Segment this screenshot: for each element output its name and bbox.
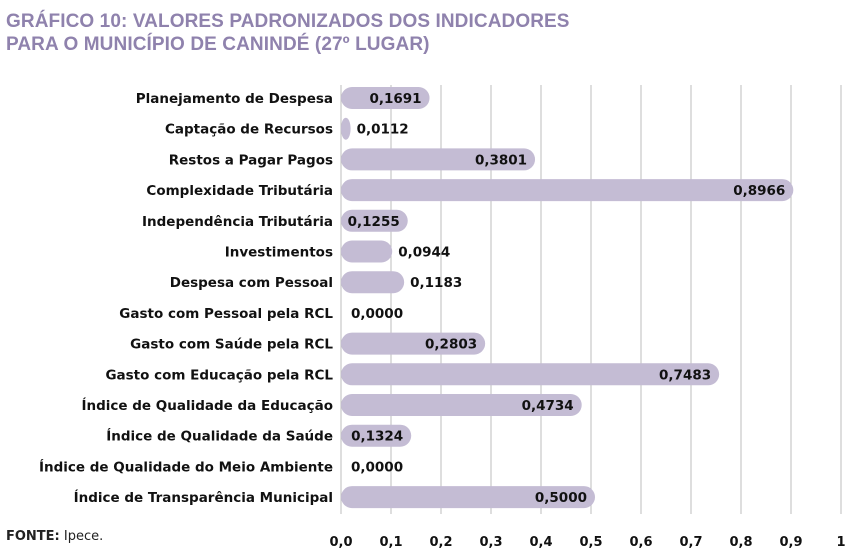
title-line-2: PARA O MUNICÍPIO DE CANINDÉ (27º LUGAR) xyxy=(6,34,430,55)
chart-title: GRÁFICO 10: VALORES PADRONIZADOS DOS IND… xyxy=(6,10,570,56)
x-tick-label: 0,0 xyxy=(329,535,352,550)
source-label: FONTE: xyxy=(6,529,60,544)
data-label: 0,5000 xyxy=(535,490,587,506)
bar xyxy=(341,209,408,232)
bar xyxy=(341,240,393,263)
data-label: 0,2803 xyxy=(425,337,477,353)
data-label: 0,1691 xyxy=(369,91,421,107)
category-label: Restos a Pagar Pagos xyxy=(169,152,333,168)
category-label: Gasto com Saúde pela RCL xyxy=(130,337,333,353)
source-note: FONTE: Ipece. xyxy=(6,529,103,544)
category-label: Índice de Qualidade da Educação xyxy=(81,397,333,414)
bar xyxy=(341,424,412,447)
bar xyxy=(341,394,582,416)
bar xyxy=(341,271,405,294)
category-label: Índice de Transparência Municipal xyxy=(74,489,333,506)
x-tick-label: 0,5 xyxy=(579,535,602,550)
title-line-1: GRÁFICO 10: VALORES PADRONIZADOS DOS IND… xyxy=(6,11,570,32)
x-tick-label: 0,9 xyxy=(779,535,802,550)
category-label: Despesa com Pessoal xyxy=(170,275,333,291)
data-label: 0,0000 xyxy=(351,459,403,475)
category-label: Gasto com Pessoal pela RCL xyxy=(119,306,333,322)
data-label: 0,7483 xyxy=(659,367,711,383)
bar xyxy=(341,117,351,140)
data-label: 0,8966 xyxy=(733,183,785,199)
x-tick-label: 0,8 xyxy=(729,535,752,550)
category-label: Planejamento de Despesa xyxy=(136,91,333,107)
bar xyxy=(341,486,595,509)
x-tick-label: 0,4 xyxy=(529,535,552,550)
data-label: 0,3801 xyxy=(475,152,527,168)
data-label: 0,1324 xyxy=(351,429,403,445)
category-label: Investimentos xyxy=(225,245,333,261)
category-label: Índice de Qualidade do Meio Ambiente xyxy=(39,458,333,475)
data-label: 0,1183 xyxy=(410,275,462,291)
x-tick-label: 1 xyxy=(836,535,845,550)
bar xyxy=(341,148,536,171)
bar xyxy=(341,332,486,355)
x-tick-label: 0,2 xyxy=(429,535,452,550)
data-label: 0,0000 xyxy=(351,306,403,322)
x-tick-label: 0,7 xyxy=(679,535,702,550)
category-label: Independência Tributária xyxy=(142,214,333,230)
data-label: 0,1255 xyxy=(348,214,400,230)
bar xyxy=(341,363,720,386)
data-label: 0,0112 xyxy=(357,122,409,138)
data-label: 0,0944 xyxy=(398,245,450,261)
bar xyxy=(341,87,430,109)
category-label: Captação de Recursos xyxy=(165,122,333,138)
x-tick-label: 0,3 xyxy=(479,535,502,550)
x-tick-label: 0,1 xyxy=(379,535,402,550)
category-label: Complexidade Tributária xyxy=(146,183,333,199)
bar xyxy=(341,179,794,202)
category-label: Índice de Qualidade da Saúde xyxy=(106,428,333,445)
category-label: Gasto com Educação pela RCL xyxy=(105,367,333,383)
data-label: 0,4734 xyxy=(522,398,574,414)
source-text: Ipece. xyxy=(59,529,104,544)
x-tick-label: 0,6 xyxy=(629,535,652,550)
